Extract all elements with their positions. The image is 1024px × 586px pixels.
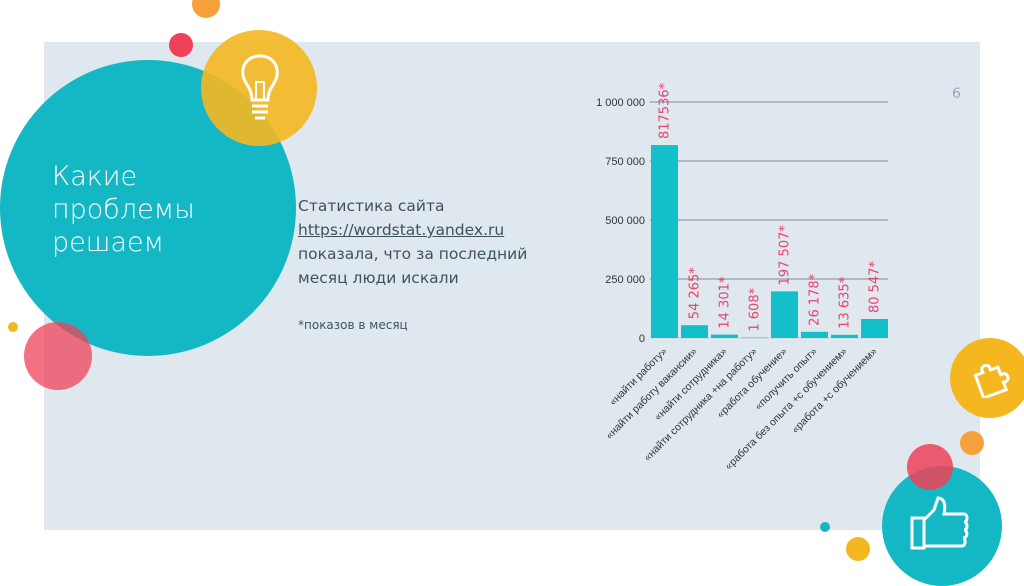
wordstat-link[interactable]: https://wordstat.yandex.ru [298,221,505,239]
y-tick-label: 750 000 [605,156,645,168]
decor-circle-orange [192,0,220,18]
bar [711,334,738,338]
decor-dot-yellow-bottom [846,537,870,561]
data-label: 817536* [658,82,673,139]
stat-line: Статистика сайта [298,197,445,215]
data-label: 13 635* [838,276,853,328]
stat-line: месяц люди искали [298,269,459,287]
decor-circle-yellow-right [950,338,1024,418]
title-line: проблемы [52,194,195,225]
bar [801,331,828,338]
slide-title: Какие проблемы решаем [52,160,195,259]
data-label: 14 301* [718,276,733,328]
decor-circle-pink [24,322,92,390]
decor-dot-teal [820,522,830,532]
y-tick-label: 250 000 [605,274,645,286]
data-label: 26 178* [808,273,823,325]
y-tick-label: 0 [639,333,645,345]
bar [651,145,678,338]
decor-circle-red [169,33,193,57]
bar [861,318,888,338]
title-line: решаем [52,227,165,258]
y-tick-label: 500 000 [605,215,645,227]
statistics-text: Статистика сайта https://wordstat.yandex… [298,194,527,290]
data-label: 54 265* [688,267,703,319]
lightbulb-icon [241,54,279,120]
data-label: 80 547* [868,261,883,313]
page-number: 6 [952,86,961,102]
bar [741,337,768,339]
decor-circle-yellow [201,30,317,146]
bar [771,291,798,338]
decor-circle-orange-right [960,431,984,455]
y-tick-label: 1 000 000 [596,97,645,109]
title-line: Какие [52,161,138,192]
decor-circle-red-right [907,444,953,490]
data-label: 197 507* [778,225,793,286]
puzzle-icon [973,363,1010,398]
bar [831,334,858,338]
decor-dot-yellow [8,322,18,332]
data-label: 1 608* [748,287,763,331]
stat-line: показала, что за последний [298,245,528,263]
footnote: *показов в месяц [298,318,408,332]
bar [681,325,708,338]
thumbs-up-icon [910,496,969,550]
